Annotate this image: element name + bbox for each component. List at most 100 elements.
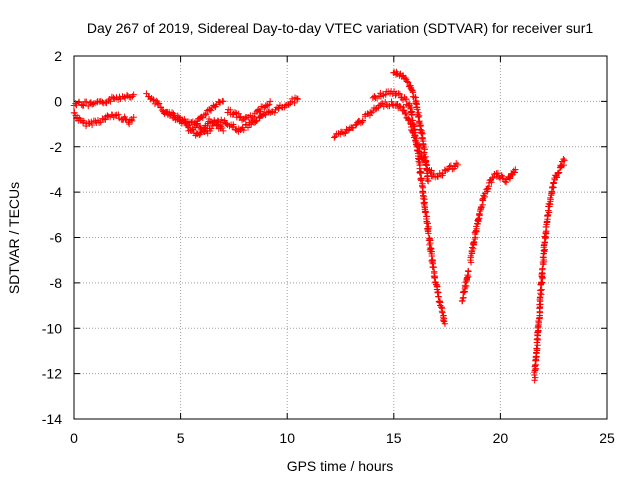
data-point bbox=[418, 129, 425, 136]
data-point bbox=[359, 117, 366, 124]
data-point bbox=[434, 173, 442, 180]
data-point bbox=[488, 179, 495, 186]
series-sat-h bbox=[369, 88, 449, 327]
data-point bbox=[189, 125, 196, 133]
data-point bbox=[439, 316, 447, 324]
y-tick-label: -14 bbox=[42, 411, 62, 427]
data-point bbox=[430, 170, 438, 178]
data-point bbox=[405, 116, 412, 123]
data-point bbox=[249, 113, 257, 120]
data-point bbox=[240, 126, 247, 134]
data-point bbox=[382, 91, 389, 98]
data-point bbox=[199, 126, 207, 134]
data-point bbox=[431, 274, 438, 281]
data-point bbox=[421, 153, 428, 161]
x-tick-label: 15 bbox=[386, 430, 402, 446]
data-point bbox=[201, 128, 208, 135]
x-tick-label: 25 bbox=[599, 430, 615, 446]
data-point bbox=[271, 109, 279, 116]
x-tick-label: 5 bbox=[177, 430, 185, 446]
series-sat-l bbox=[531, 155, 568, 384]
data-point bbox=[403, 96, 410, 103]
data-point bbox=[261, 110, 268, 118]
data-point bbox=[115, 111, 122, 118]
data-point bbox=[251, 114, 258, 122]
data-point bbox=[550, 179, 557, 187]
data-point bbox=[540, 242, 548, 249]
data-point bbox=[155, 100, 163, 107]
y-tick-label: 0 bbox=[54, 93, 62, 109]
data-point bbox=[293, 95, 301, 102]
data-point bbox=[80, 102, 87, 109]
data-point bbox=[454, 161, 461, 169]
data-point bbox=[547, 194, 554, 202]
data-point bbox=[453, 160, 460, 167]
data-point bbox=[555, 169, 563, 176]
data-point bbox=[533, 345, 540, 352]
data-point bbox=[476, 210, 483, 217]
data-point bbox=[177, 117, 185, 124]
y-tick-label: -4 bbox=[50, 184, 63, 200]
data-point bbox=[404, 79, 412, 86]
x-tick-label: 20 bbox=[493, 430, 509, 446]
data-point bbox=[231, 109, 239, 116]
data-point bbox=[89, 101, 96, 108]
data-point bbox=[294, 95, 302, 103]
data-point bbox=[543, 219, 551, 226]
data-point bbox=[537, 279, 545, 286]
data-point bbox=[72, 100, 79, 107]
data-point bbox=[130, 91, 137, 98]
data-point bbox=[494, 169, 502, 177]
data-point bbox=[97, 119, 104, 126]
series-sat-a bbox=[70, 109, 137, 130]
data-point bbox=[95, 119, 103, 126]
x-tick-labels: 0 5 10 15 20 25 bbox=[70, 430, 615, 446]
series-sat-b bbox=[70, 91, 137, 110]
data-point bbox=[88, 121, 96, 129]
data-point bbox=[465, 268, 472, 275]
ticks bbox=[73, 55, 608, 420]
data-point bbox=[107, 98, 114, 105]
data-point bbox=[220, 98, 227, 105]
data-markers bbox=[70, 68, 568, 384]
y-tick-label: 2 bbox=[54, 48, 62, 64]
data-point bbox=[561, 157, 568, 164]
grid bbox=[74, 56, 607, 419]
data-point bbox=[417, 126, 424, 133]
series-sat-f bbox=[224, 98, 274, 124]
data-point bbox=[396, 102, 403, 110]
data-point bbox=[489, 174, 497, 182]
y-tick-label: -10 bbox=[42, 320, 62, 336]
data-point bbox=[401, 110, 409, 118]
data-point bbox=[560, 161, 567, 169]
data-point bbox=[447, 162, 455, 169]
series-sat-g bbox=[331, 98, 461, 181]
x-axis-title: GPS time / hours bbox=[287, 458, 394, 474]
data-point bbox=[539, 266, 546, 273]
y-tick-label: -6 bbox=[50, 230, 63, 246]
data-point bbox=[226, 122, 233, 130]
series-sat-e bbox=[185, 94, 302, 137]
y-tick-label: -8 bbox=[50, 275, 63, 291]
data-point bbox=[368, 109, 375, 116]
data-point bbox=[259, 103, 267, 110]
data-point bbox=[238, 117, 246, 124]
data-point bbox=[462, 282, 470, 290]
data-point bbox=[537, 287, 544, 294]
data-point bbox=[383, 101, 390, 108]
chart-title: Day 267 of 2019, Sidereal Day-to-day VTE… bbox=[87, 20, 593, 36]
data-point bbox=[153, 97, 160, 104]
data-point bbox=[379, 100, 386, 107]
data-point bbox=[420, 141, 427, 148]
data-point bbox=[257, 108, 264, 115]
data-point bbox=[331, 134, 338, 141]
data-point bbox=[83, 98, 90, 106]
data-point bbox=[538, 286, 545, 293]
data-point bbox=[208, 125, 215, 132]
data-point bbox=[199, 114, 206, 121]
data-point bbox=[85, 102, 92, 110]
data-point bbox=[560, 155, 567, 163]
data-point bbox=[470, 238, 478, 246]
data-point bbox=[475, 215, 482, 223]
